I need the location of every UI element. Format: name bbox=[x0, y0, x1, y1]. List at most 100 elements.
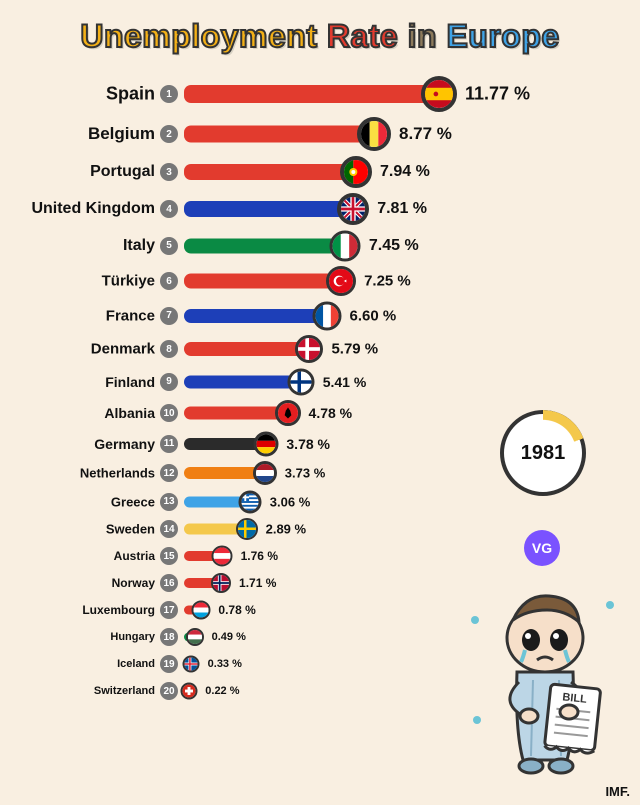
flag-icon bbox=[340, 156, 372, 188]
flag-icon bbox=[183, 656, 200, 673]
rank-badge: 4 bbox=[160, 200, 178, 218]
flag-icon bbox=[288, 368, 315, 395]
bar bbox=[184, 201, 353, 217]
value-label: 3.78 % bbox=[286, 436, 330, 452]
chart-title: Unemployment Rate in Europe bbox=[0, 18, 640, 55]
flag-icon bbox=[330, 230, 361, 261]
rank-badge: 2 bbox=[160, 125, 178, 143]
flag-icon bbox=[357, 117, 391, 151]
bar-row: Finland 9 5.41 % bbox=[0, 367, 640, 396]
bar-row: United Kingdom 4 7.81 % bbox=[0, 192, 640, 226]
flag-icon bbox=[326, 266, 356, 296]
value-label: 3.73 % bbox=[285, 466, 325, 481]
rank-badge: 14 bbox=[160, 520, 178, 538]
value-label: 7.25 % bbox=[364, 273, 411, 290]
vg-badge: VG bbox=[524, 530, 560, 566]
flag-icon bbox=[421, 76, 457, 112]
country-label: Austria bbox=[114, 549, 155, 563]
bar-row: Denmark 8 5.79 % bbox=[0, 334, 640, 364]
title-word-4: Europe bbox=[446, 18, 559, 55]
country-label: Türkiye bbox=[102, 273, 155, 290]
bar bbox=[184, 274, 341, 289]
country-label: Netherlands bbox=[80, 466, 155, 481]
country-label: Portugal bbox=[90, 163, 155, 181]
flag-icon bbox=[236, 518, 258, 540]
country-label: Greece bbox=[111, 494, 155, 509]
rank-badge: 7 bbox=[160, 307, 178, 325]
rank-badge: 10 bbox=[160, 404, 178, 422]
flag-icon bbox=[186, 628, 204, 646]
bar bbox=[184, 407, 288, 420]
country-label: Sweden bbox=[106, 522, 155, 537]
country-label: United Kingdom bbox=[31, 200, 155, 218]
rank-badge: 5 bbox=[160, 237, 178, 255]
flag-icon bbox=[239, 490, 262, 513]
flag-icon bbox=[337, 193, 369, 225]
bar bbox=[184, 238, 345, 253]
rank-badge: 19 bbox=[160, 655, 178, 673]
value-label: 0.49 % bbox=[212, 631, 246, 643]
bar bbox=[184, 126, 374, 143]
rank-badge: 6 bbox=[160, 272, 178, 290]
value-label: 0.22 % bbox=[205, 685, 239, 697]
flag-icon bbox=[312, 301, 341, 330]
flag-icon bbox=[253, 461, 277, 485]
country-label: Spain bbox=[106, 84, 155, 105]
bar-row: Portugal 3 7.94 % bbox=[0, 155, 640, 189]
value-label: 5.41 % bbox=[323, 374, 367, 390]
value-label: 7.94 % bbox=[380, 163, 430, 181]
country-label: Italy bbox=[123, 237, 155, 255]
bar-row: Belgium 2 8.77 % bbox=[0, 116, 640, 152]
value-label: 1.76 % bbox=[241, 549, 278, 563]
country-label: Albania bbox=[104, 405, 155, 421]
country-label: Luxembourg bbox=[82, 603, 155, 617]
flag-icon bbox=[211, 573, 231, 593]
value-label: 6.60 % bbox=[349, 307, 396, 324]
country-label: Switzerland bbox=[94, 685, 155, 697]
title-word-3: in bbox=[408, 18, 437, 55]
value-label: 0.78 % bbox=[218, 603, 255, 617]
bar-row: France 7 6.60 % bbox=[0, 300, 640, 331]
rank-badge: 17 bbox=[160, 601, 178, 619]
bar bbox=[184, 164, 356, 180]
value-label: 0.33 % bbox=[208, 658, 242, 670]
bar-row: Türkiye 6 7.25 % bbox=[0, 265, 640, 297]
value-label: 8.77 % bbox=[399, 124, 452, 144]
flag-icon bbox=[180, 683, 197, 700]
value-label: 1.71 % bbox=[239, 576, 276, 590]
value-label: 11.77 % bbox=[465, 84, 530, 105]
flag-icon bbox=[253, 431, 278, 456]
country-label: Belgium bbox=[88, 124, 155, 144]
rank-badge: 12 bbox=[160, 464, 178, 482]
flag-icon bbox=[275, 400, 301, 426]
country-label: Hungary bbox=[110, 631, 155, 643]
country-label: Norway bbox=[112, 576, 155, 590]
rank-badge: 9 bbox=[160, 373, 178, 391]
bar bbox=[184, 342, 309, 356]
rank-badge: 13 bbox=[160, 493, 178, 511]
rank-badge: 3 bbox=[160, 163, 178, 181]
title-word-1: Unemployment bbox=[80, 18, 317, 55]
country-label: Iceland bbox=[117, 658, 155, 670]
rank-badge: 20 bbox=[160, 682, 178, 700]
country-label: Finland bbox=[105, 374, 155, 390]
flag-icon bbox=[191, 601, 210, 620]
value-label: 2.89 % bbox=[266, 522, 306, 537]
value-label: 3.06 % bbox=[270, 494, 310, 509]
bar bbox=[184, 375, 301, 388]
title-word-2: Rate bbox=[327, 18, 398, 55]
bar-row: Italy 5 7.45 % bbox=[0, 229, 640, 262]
country-label: France bbox=[106, 307, 155, 324]
bar bbox=[184, 309, 327, 323]
bill-label: BILL bbox=[562, 691, 588, 706]
value-label: 4.78 % bbox=[309, 405, 353, 421]
bar bbox=[184, 85, 439, 103]
flag-icon bbox=[212, 546, 233, 567]
year-ring: 1981 bbox=[500, 410, 586, 496]
rank-badge: 8 bbox=[160, 340, 178, 358]
country-label: Denmark bbox=[91, 341, 155, 358]
value-label: 7.81 % bbox=[377, 200, 427, 218]
source-label: IMF. bbox=[605, 784, 630, 799]
value-label: 7.45 % bbox=[369, 237, 419, 255]
sad-bill-illustration: BILL bbox=[465, 580, 625, 780]
